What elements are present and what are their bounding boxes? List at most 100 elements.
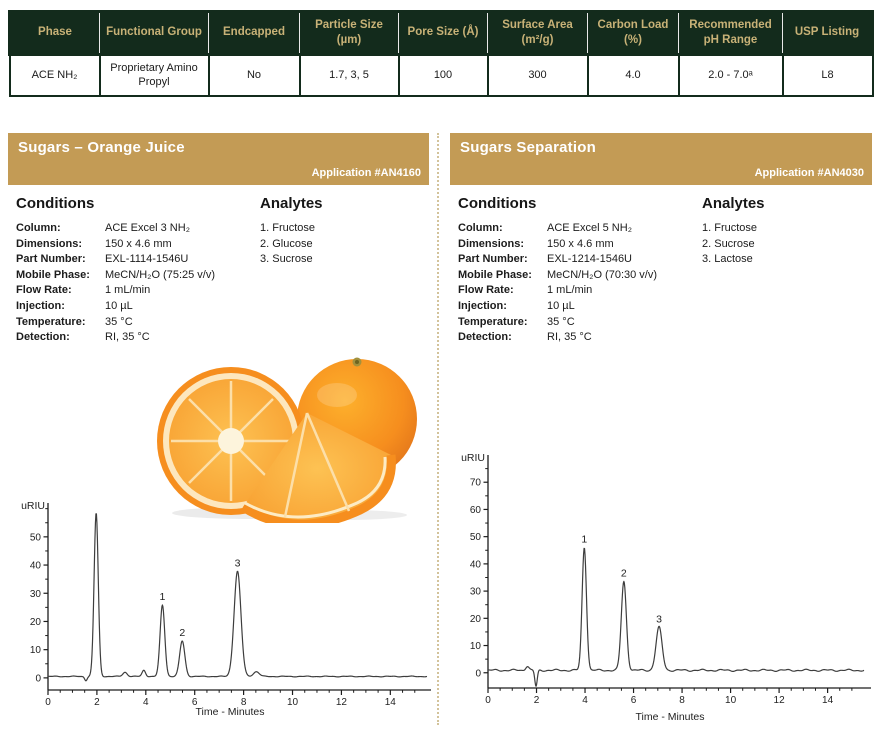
spec-table-row: ACE NH₂ Proprietary Amino Propyl No 1.7,… xyxy=(8,53,874,98)
svg-text:2: 2 xyxy=(94,697,100,708)
svg-text:1: 1 xyxy=(160,591,166,603)
analytes-list: 1. Fructose 2. Sucrose 3. Lactose xyxy=(702,221,757,268)
cell-endcapped: No xyxy=(207,53,301,98)
condition-row: Detection: RI, 35 °C xyxy=(16,330,256,346)
svg-text:14: 14 xyxy=(822,695,834,706)
svg-text:0: 0 xyxy=(45,697,51,708)
cell-phase: ACE NH₂ xyxy=(8,53,101,98)
orange-fruit-image xyxy=(157,357,417,523)
condition-row: Detection: RI, 35 °C xyxy=(458,330,698,346)
svg-text:3: 3 xyxy=(235,557,241,569)
svg-text:uRIU: uRIU xyxy=(461,452,485,464)
svg-text:2: 2 xyxy=(179,627,185,639)
condition-row: Flow Rate: 1 mL/min xyxy=(16,283,256,299)
svg-text:4: 4 xyxy=(143,697,149,708)
svg-text:12: 12 xyxy=(774,695,786,706)
svg-text:10: 10 xyxy=(30,645,42,656)
panel-sugars-separation: Sugars Separation Application #AN4030 Co… xyxy=(450,133,872,725)
condition-value: ACE Excel 5 NH₂ xyxy=(547,222,632,234)
condition-label: Flow Rate: xyxy=(16,284,72,297)
condition-row: Injection: 10 µL xyxy=(16,299,256,315)
col-header-usp-listing: USP Listing xyxy=(782,10,874,56)
svg-text:0: 0 xyxy=(475,668,481,679)
svg-text:40: 40 xyxy=(30,561,42,572)
analyte-item: 1. Fructose xyxy=(260,222,316,234)
condition-label: Injection: xyxy=(16,299,65,312)
condition-value: MeCN/H₂O (75:25 v/v) xyxy=(105,268,216,281)
condition-label: Mobile Phase: xyxy=(16,268,90,281)
condition-label: Dimensions: xyxy=(16,237,83,250)
condition-value: 150 x 4.6 mm xyxy=(547,237,614,250)
condition-label: Temperature: xyxy=(16,315,86,328)
application-number: Application #AN4030 xyxy=(754,167,864,179)
condition-label: Part Number: xyxy=(16,253,86,266)
condition-row: Dimensions: 150 x 4.6 mm xyxy=(458,237,698,253)
condition-row: Part Number: EXL-1214-1546U xyxy=(458,252,698,268)
conditions-list: Column: ACE Excel 3 NH₂ Dimensions: 150 x … xyxy=(16,221,256,346)
analytes-list: 1. Fructose 2. Glucose 3. Sucrose xyxy=(260,221,315,268)
condition-value: EXL-1214-1546U xyxy=(547,253,633,266)
svg-text:2: 2 xyxy=(534,695,540,706)
cell-pore-size: 100 xyxy=(397,53,489,98)
condition-label: Temperature: xyxy=(458,315,528,328)
analyte-item: 1. Fructose xyxy=(702,222,758,234)
svg-text:12: 12 xyxy=(336,697,348,708)
condition-label: Dimensions: xyxy=(458,237,525,250)
svg-text:60: 60 xyxy=(470,505,482,516)
svg-text:0: 0 xyxy=(485,695,491,706)
svg-text:30: 30 xyxy=(30,589,42,600)
col-header-surface-area: Surface Area (m²/g) xyxy=(487,10,588,56)
svg-text:30: 30 xyxy=(470,587,482,598)
cell-usp-listing: L8 xyxy=(781,53,874,98)
condition-label: Part Number: xyxy=(458,253,528,266)
svg-text:1: 1 xyxy=(581,533,587,545)
panel-sugars-orange-juice: Sugars – Orange Juice Application #AN416… xyxy=(8,133,431,725)
condition-row: Column: ACE Excel 3 NH₂ xyxy=(16,221,256,237)
svg-text:70: 70 xyxy=(470,478,482,489)
conditions-heading: Conditions xyxy=(16,195,95,212)
condition-value: 10 µL xyxy=(547,299,575,312)
svg-text:8: 8 xyxy=(679,695,685,706)
svg-text:Time - Minutes: Time - Minutes xyxy=(195,706,264,718)
condition-label: Flow Rate: xyxy=(458,284,514,297)
svg-text:20: 20 xyxy=(470,614,482,625)
col-header-carbon-load: Carbon Load (%) xyxy=(587,10,679,56)
svg-text:6: 6 xyxy=(192,697,198,708)
svg-text:uRIU: uRIU xyxy=(21,500,45,512)
condition-value: EXL-1114-1546U xyxy=(105,253,189,266)
col-header-ph-range: Recommended pH Range xyxy=(678,10,783,56)
col-header-particle-size: Particle Size (µm) xyxy=(299,10,399,56)
svg-text:4: 4 xyxy=(582,695,588,706)
condition-row: Mobile Phase: MeCN/H₂O (75:25 v/v) xyxy=(16,268,256,284)
conditions-heading: Conditions xyxy=(458,195,537,212)
svg-text:14: 14 xyxy=(385,697,397,708)
condition-value: RI, 35 °C xyxy=(105,331,150,344)
phase-spec-table: Phase Functional Group Endcapped Particl… xyxy=(8,10,874,98)
analytes-heading: Analytes xyxy=(260,195,323,212)
svg-text:50: 50 xyxy=(470,532,482,543)
condition-label: Detection: xyxy=(16,331,70,344)
condition-row: Injection: 10 µL xyxy=(458,299,698,315)
col-header-functional-group: Functional Group xyxy=(99,10,209,56)
panel-header-bar: Sugars Separation Application #AN4030 xyxy=(450,133,872,185)
analyte-item: 3. Lactose xyxy=(702,253,753,266)
col-header-phase: Phase xyxy=(8,10,100,56)
svg-text:8: 8 xyxy=(241,697,247,708)
conditions-list: Column: ACE Excel 5 NH₂ Dimensions: 150 x … xyxy=(458,221,698,346)
condition-value: RI, 35 °C xyxy=(547,331,592,344)
panel-header-bar: Sugars – Orange Juice Application #AN416… xyxy=(8,133,429,185)
cell-particle-size: 1.7, 3, 5 xyxy=(298,53,400,98)
cell-carbon-load: 4.0 xyxy=(586,53,680,98)
cell-surface-area: 300 xyxy=(486,53,589,98)
spec-table-header-row: Phase Functional Group Endcapped Particl… xyxy=(8,10,874,56)
svg-text:Time - Minutes: Time - Minutes xyxy=(635,711,704,723)
condition-value: MeCN/H₂O (70:30 v/v) xyxy=(547,268,658,281)
svg-text:40: 40 xyxy=(470,559,482,570)
condition-row: Part Number: EXL-1114-1546U xyxy=(16,252,256,268)
condition-label: Column: xyxy=(458,222,503,234)
condition-row: Column: ACE Excel 5 NH₂ xyxy=(458,221,698,237)
panel-title: Sugars Separation xyxy=(460,139,596,156)
svg-text:10: 10 xyxy=(470,641,482,652)
